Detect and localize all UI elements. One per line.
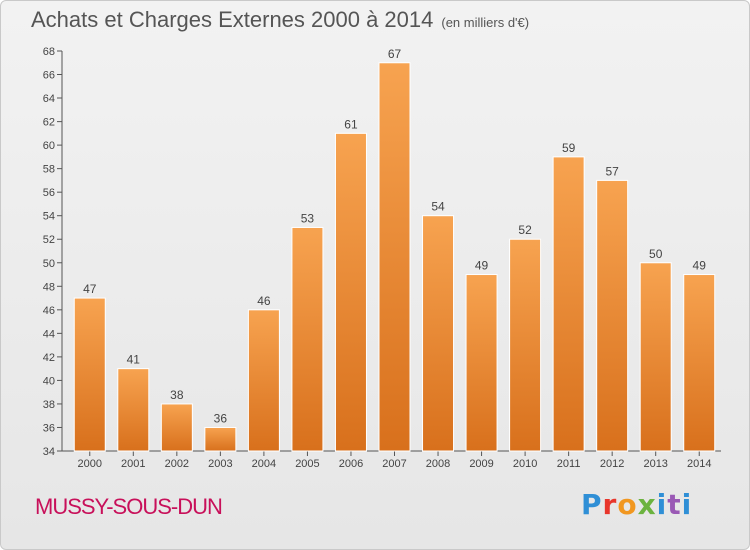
logo-letter: x (637, 488, 657, 521)
y-tick-label: 60 (43, 140, 55, 152)
bar-value-label: 54 (431, 200, 445, 214)
bar-value-labels: 47 41 38 36 46 53 61 67 54 49 52 59 57 50 49 (83, 47, 706, 426)
y-tick-label: 58 (43, 164, 55, 176)
y-tick-label: 62 (43, 117, 55, 129)
y-tick-label: 68 (43, 46, 55, 58)
x-tick-label: 2007 (382, 458, 406, 470)
x-tick-label: 2008 (426, 458, 450, 470)
bar-value-label: 38 (170, 388, 184, 402)
logo-letter: i (656, 488, 668, 521)
y-tick-label: 36 (43, 422, 55, 434)
bar-value-label: 59 (562, 141, 576, 155)
y-axis: 34 36 38 40 42 44 46 48 50 52 54 56 58 60 62 64 66 68 (43, 46, 63, 458)
bar[interactable] (552, 156, 585, 452)
bar-value-label: 67 (388, 47, 402, 61)
bar[interactable] (378, 62, 411, 452)
y-tick-label: 40 (43, 375, 55, 387)
bar-value-label: 41 (127, 353, 141, 367)
x-tick-label: 2005 (295, 458, 319, 470)
chart-title: Achats et Charges Externes 2000 à 2014 (e… (31, 7, 529, 33)
bar-value-label: 57 (605, 164, 619, 178)
y-tick-label: 56 (43, 187, 55, 199)
y-tick-label: 38 (43, 399, 55, 411)
y-tick-label: 42 (43, 352, 55, 364)
x-tick-label: 2006 (339, 458, 363, 470)
proxiti-logo[interactable]: Proxiti (581, 488, 692, 521)
bar-value-label: 46 (257, 294, 271, 308)
logo-letter: P (581, 488, 603, 521)
bar-value-label: 52 (518, 223, 532, 237)
chart-title-text: Achats et Charges Externes 2000 à 2014 (31, 7, 434, 32)
bar[interactable] (596, 179, 629, 452)
bar-value-label: 53 (301, 211, 315, 225)
bar[interactable] (73, 297, 106, 452)
commune-name: MUSSY-SOUS-DUN (35, 494, 223, 519)
y-tick-label: 64 (43, 93, 55, 105)
bar-value-label: 61 (344, 117, 358, 131)
logo-letter: i (681, 488, 693, 521)
y-tick-label: 54 (43, 211, 55, 223)
y-tick-label: 52 (43, 234, 55, 246)
logo-letter: o (617, 488, 638, 521)
bar[interactable] (683, 274, 716, 452)
x-tick-label: 2012 (600, 458, 624, 470)
bar[interactable] (509, 238, 542, 452)
x-tick-label: 2001 (121, 458, 145, 470)
bar[interactable] (334, 132, 367, 452)
y-tick-label: 34 (43, 446, 55, 458)
y-tick-label: 66 (43, 70, 55, 82)
x-axis: 2000 2001 2002 2003 2004 2005 2006 2007 2008 2009… (62, 450, 721, 470)
x-tick-label: 2004 (252, 458, 276, 470)
bar-value-label: 36 (214, 411, 228, 425)
x-tick-label: 2014 (687, 458, 711, 470)
y-tick-label: 46 (43, 305, 55, 317)
x-tick-label: 2011 (557, 458, 581, 470)
y-tick-label: 50 (43, 258, 55, 270)
x-tick-label: 2009 (469, 458, 493, 470)
bar[interactable] (160, 403, 193, 452)
y-tick-label: 44 (43, 328, 55, 340)
logo-letter: r (602, 488, 618, 521)
y-tick-label: 48 (43, 281, 55, 293)
bar-value-label: 49 (693, 259, 707, 273)
logo-letter: t (667, 488, 682, 521)
x-tick-label: 2010 (513, 458, 537, 470)
x-tick-label: 2000 (78, 458, 102, 470)
chart-unit-label: (en milliers d'€) (441, 15, 530, 30)
bar[interactable] (117, 368, 150, 452)
x-tick-label: 2013 (643, 458, 667, 470)
bar[interactable] (247, 309, 280, 452)
bar[interactable] (204, 426, 237, 452)
x-tick-label: 2002 (165, 458, 189, 470)
bar[interactable] (422, 215, 455, 452)
bar-value-label: 47 (83, 282, 97, 296)
bar[interactable] (291, 226, 324, 452)
bar-value-label: 49 (475, 259, 489, 273)
bar[interactable] (639, 262, 672, 452)
bars-group (73, 62, 716, 452)
bar[interactable] (465, 274, 498, 452)
bar-value-label: 50 (649, 247, 663, 261)
x-tick-label: 2003 (208, 458, 232, 470)
